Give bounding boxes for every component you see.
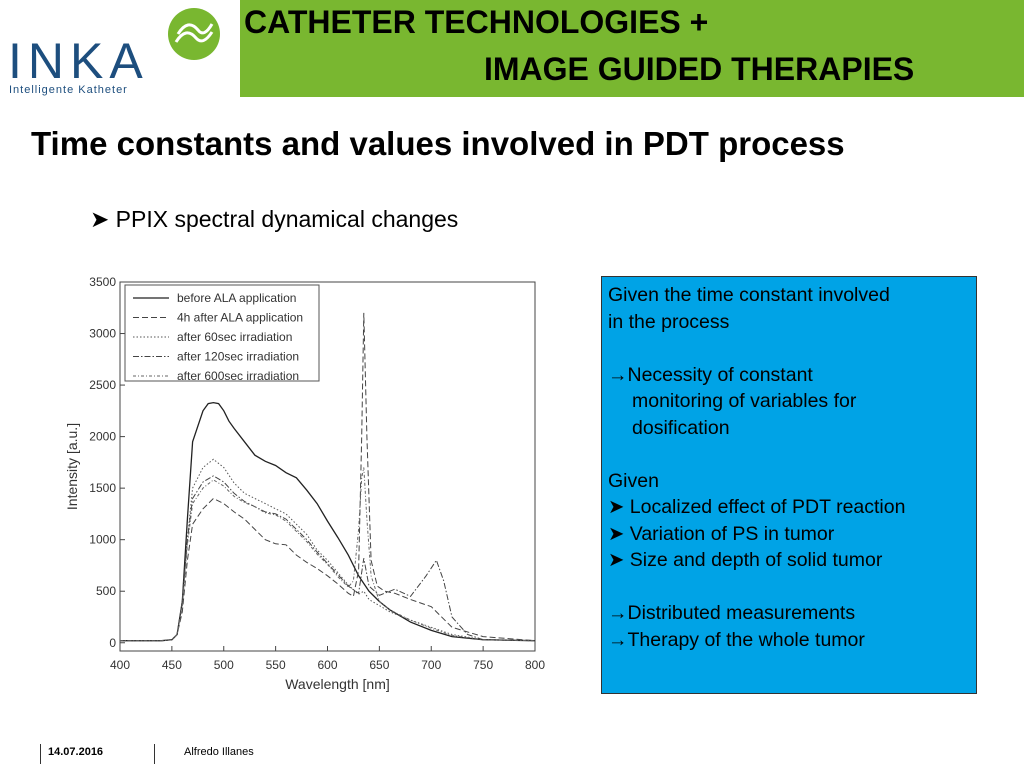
given-bullet-2-text: Variation of PS in tumor bbox=[629, 522, 835, 545]
y-tick-label: 2000 bbox=[89, 430, 116, 444]
x-tick-label: 550 bbox=[266, 658, 286, 672]
slide-title: Time constants and values involved in PD… bbox=[31, 125, 845, 162]
info-line2: in the process bbox=[608, 310, 730, 333]
legend-label: after 60sec irradiation bbox=[177, 330, 292, 344]
y-tick-label: 2500 bbox=[89, 378, 116, 392]
right-arrow-icon: → bbox=[608, 628, 628, 651]
y-tick-label: 500 bbox=[96, 584, 116, 598]
arrow-item-3: →Therapy of the whole tumor bbox=[608, 627, 970, 654]
x-tick-label: 650 bbox=[369, 658, 389, 672]
legend-label: after 600sec irradiation bbox=[177, 369, 299, 383]
series-line-1 bbox=[120, 401, 536, 642]
y-tick-label: 0 bbox=[109, 636, 116, 650]
info-box: Given the time constant involved in the … bbox=[601, 276, 977, 694]
legend-label: after 120sec irradiation bbox=[177, 350, 299, 364]
arrow-text-1b: monitoring of variables for bbox=[632, 390, 857, 412]
right-arrow-icon: → bbox=[608, 602, 628, 624]
given-bullet-3-text: Size and depth of solid tumor bbox=[629, 549, 883, 571]
given-bullet-3: ➤ Size and depth of solid tumor bbox=[608, 547, 970, 574]
legend-box bbox=[124, 284, 320, 382]
footer-author: Alfredo Illanes bbox=[184, 746, 254, 758]
given-bullet-1: ➤ Localized effect of PDT reaction bbox=[608, 494, 970, 521]
x-tick-label: 400 bbox=[110, 658, 130, 672]
swirl-logo-icon bbox=[168, 8, 220, 60]
arrow-text-3: Therapy of the whole tumor bbox=[627, 628, 865, 651]
given-label: Given bbox=[608, 469, 659, 492]
y-tick-label: 3000 bbox=[89, 327, 116, 341]
series-line-5 bbox=[120, 467, 536, 642]
x-tick-label: 750 bbox=[473, 658, 493, 672]
y-axis-label: Intensity [a.u.] bbox=[64, 423, 80, 510]
footer-divider-left bbox=[40, 744, 41, 764]
arrow-text-1c: dosification bbox=[632, 416, 730, 439]
header-banner: CATHETER TECHNOLOGIES + IMAGE GUIDED THE… bbox=[240, 0, 1024, 97]
bullet-item: ➤ PPIX spectral dynamical changes bbox=[90, 206, 458, 233]
ppix-spectrum-chart: 400 450 500 550 600 650 700 750 800 0 500 1000 1500 2… bbox=[64, 275, 545, 692]
x-tick-label: 600 bbox=[317, 658, 337, 672]
info-line1: Given the time constant involved bbox=[608, 284, 890, 306]
y-tick-label: 1500 bbox=[89, 481, 116, 495]
x-tick-label: 450 bbox=[162, 658, 182, 672]
banner-title-line1: CATHETER TECHNOLOGIES + bbox=[244, 4, 709, 40]
series-line-3 bbox=[120, 458, 536, 642]
bullet-text: PPIX spectral dynamical changes bbox=[115, 206, 459, 232]
x-tick-label: 500 bbox=[214, 658, 234, 672]
given-bullet-2: ➤ Variation of PS in tumor bbox=[608, 521, 970, 548]
x-tick-label: 700 bbox=[421, 658, 441, 672]
arrow-text-1: Necessity of constant bbox=[627, 363, 813, 386]
x-axis-label: Wavelength [nm] bbox=[285, 676, 390, 692]
series-line-4 bbox=[120, 475, 536, 642]
y-tick-label: 1000 bbox=[89, 533, 116, 547]
right-arrow-icon: → bbox=[608, 363, 628, 386]
arrowhead-bullet-icon: ➤ bbox=[608, 496, 625, 518]
legend-label: 4h after ALA application bbox=[177, 311, 303, 325]
logo-subtitle: Intelligente Katheter bbox=[9, 84, 128, 96]
arrowhead-bullet-icon: ➤ bbox=[608, 522, 625, 545]
footer-divider-right bbox=[154, 744, 155, 764]
legend-label: before ALA application bbox=[177, 291, 296, 305]
arrow-item-2: →Distributed measurements bbox=[608, 600, 970, 627]
arrow-item-1: →Necessity of constant bbox=[608, 362, 970, 389]
arrow-text-2: Distributed measurements bbox=[627, 602, 856, 624]
footer-date: 14.07.2016 bbox=[48, 746, 104, 758]
y-tick-label: 3500 bbox=[89, 275, 116, 289]
arrowhead-bullet-icon: ➤ bbox=[608, 549, 625, 571]
banner-title-line2: IMAGE GUIDED THERAPIES bbox=[484, 51, 915, 87]
given-bullet-1-text: Localized effect of PDT reaction bbox=[629, 496, 906, 518]
series-line-2 bbox=[120, 312, 536, 642]
inka-logo: INKA Intelligente Katheter bbox=[0, 0, 240, 100]
logo-wordmark: INKA bbox=[8, 33, 149, 89]
arrowhead-bullet-icon: ➤ bbox=[90, 206, 110, 232]
x-tick-label: 800 bbox=[525, 658, 545, 672]
